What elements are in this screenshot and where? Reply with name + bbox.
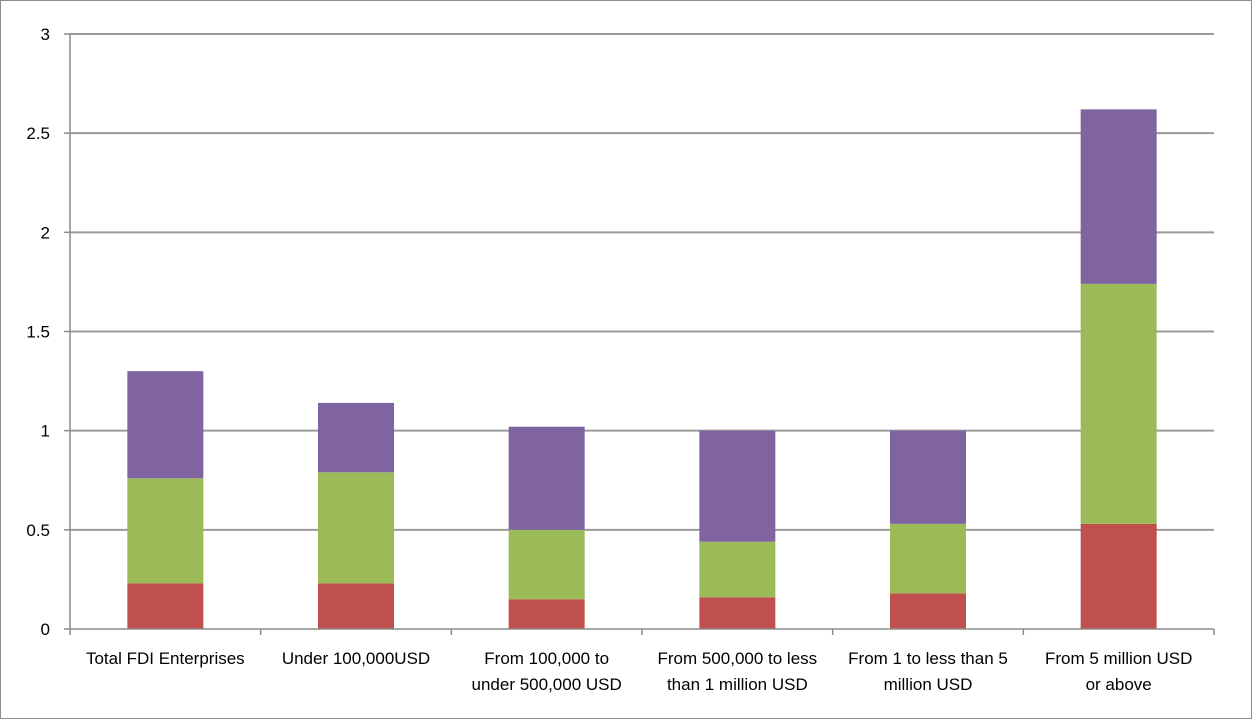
bar-segment-3	[699, 430, 776, 542]
x-tick-label: than 1 million USD	[667, 675, 808, 694]
bar-segment-1	[1080, 523, 1157, 629]
bar-segment-3	[508, 426, 585, 530]
x-tick-label: From 5 million USD	[1045, 649, 1192, 668]
bar-segment-1	[508, 599, 585, 629]
bar-segment-1	[127, 583, 204, 629]
bar-segment-1	[318, 583, 394, 629]
bar-segment-2	[699, 541, 776, 598]
y-tick-label: 1.5	[26, 323, 50, 342]
x-tick-label: From 1 to less than 5	[848, 649, 1008, 668]
y-tick-label: 1	[41, 422, 50, 441]
bar-segment-1	[890, 593, 966, 629]
y-tick-label: 2	[41, 223, 50, 242]
bar-segment-2	[1080, 283, 1157, 524]
x-tick-labels: Total FDI Enterprises Under 100,000USD Fro…	[86, 649, 1192, 694]
bars	[127, 109, 1157, 629]
x-tick-label: under 500,000 USD	[472, 675, 622, 694]
y-tick-label: 2.5	[26, 124, 50, 143]
x-tick-label: Total FDI Enterprises	[86, 649, 245, 668]
x-tick-label: or above	[1086, 675, 1152, 694]
y-tick-label: 0.5	[26, 521, 50, 540]
x-tick-label: From 500,000 to less	[657, 649, 817, 668]
bar-segment-2	[508, 529, 585, 600]
y-tick-label: 3	[41, 25, 50, 44]
bar-segment-2	[318, 472, 394, 584]
bar-segment-1	[699, 597, 776, 629]
y-tick-labels: 0 0.5 1 1.5 2 2.5 3	[26, 25, 50, 639]
x-tick-label: Under 100,000USD	[282, 649, 430, 668]
axes	[64, 33, 1215, 635]
bar-segment-2	[890, 523, 966, 594]
bar-segment-3	[318, 402, 394, 473]
bar-segment-2	[127, 478, 204, 584]
x-tick-label: million USD	[884, 675, 973, 694]
x-tick-label: From 100,000 to	[484, 649, 609, 668]
bar-segment-3	[890, 430, 966, 524]
bar-segment-3	[127, 371, 204, 479]
gridlines	[70, 33, 1214, 531]
y-tick-label: 0	[41, 620, 50, 639]
bar-segment-3	[1080, 109, 1157, 284]
